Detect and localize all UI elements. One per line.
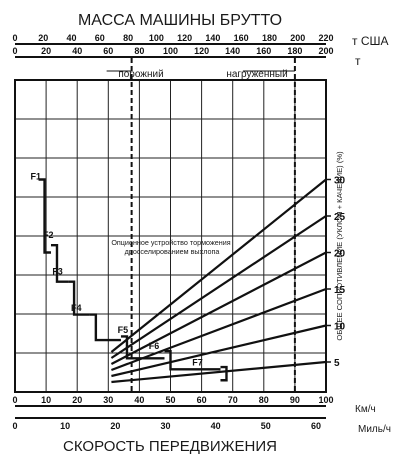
gear-label-f2: F2 [43, 230, 54, 240]
bottom-tick-kmh: 70 [228, 395, 238, 405]
top-tick-metric: 200 [318, 46, 333, 56]
top-axes: 0 20 40 60 80 100 120 140 160 180 200 220 0 20 40 60 80 1… [12, 33, 334, 58]
bottom-tick-kmh: 80 [259, 395, 269, 405]
top-tick-us: 60 [95, 33, 105, 43]
bottom-tick-kmh: 60 [197, 395, 207, 405]
top-tick-us: 140 [205, 33, 220, 43]
bottom-tick-mph: 30 [160, 421, 170, 431]
top-tick-metric: 140 [225, 46, 240, 56]
gear-label-f5: F5 [118, 325, 129, 335]
bottom-tick-kmh: 40 [134, 395, 144, 405]
loaded-label: нагруженный [226, 69, 287, 80]
gear-label-f4: F4 [71, 303, 82, 313]
bottom-tick-mph: 0 [12, 421, 17, 431]
top-tick-us: 20 [38, 33, 48, 43]
right-axis-label: ОБЩЕЕ СОПРОТИВЛЕНИЕ (УКЛОН + КАЧЕНИЕ) (%… [335, 151, 344, 341]
top-tick-metric: 80 [134, 46, 144, 56]
bottom-tick-kmh: 10 [41, 395, 51, 405]
right-axis-label: 25 [334, 212, 346, 223]
top-tick-metric: 180 [287, 46, 302, 56]
top-tick-us: 200 [290, 33, 305, 43]
top-tick-us: 0 [12, 33, 17, 43]
gear-step-f1 [38, 178, 51, 254]
empty-label: порожний [118, 69, 163, 80]
gear-label-f3: F3 [52, 266, 63, 276]
grade-line-25 [110, 215, 327, 359]
gear-step-f4 [89, 313, 121, 342]
top-tick-metric: 160 [256, 46, 271, 56]
bottom-tick-kmh: 20 [72, 395, 82, 405]
gear-step-f2 [50, 244, 69, 283]
gear-step-f6 [164, 349, 221, 371]
bottom-tick-mph: 50 [261, 421, 271, 431]
top-tick-metric: 0 [12, 46, 17, 56]
gear-label-f6: F6 [149, 341, 160, 351]
top-tick-metric: 60 [103, 46, 113, 56]
plot-frame [14, 79, 327, 393]
top-tick-metric: 20 [41, 46, 51, 56]
top-tick-us: 100 [149, 33, 164, 43]
bottom-tick-mph: 60 [311, 421, 321, 431]
top-unit-us-tons: т США [352, 34, 389, 48]
grade-line-15 [111, 287, 327, 372]
bottom-tick-mph: 10 [60, 421, 70, 431]
gear-label-f1: F1 [31, 172, 42, 182]
annotation: Опционное устройство торможения дроссели… [111, 238, 232, 256]
right-axis-label: 5 [334, 358, 340, 369]
chart-title: МАССА МАШИНЫ БРУТТО [78, 12, 282, 29]
top-tick-us: 120 [177, 33, 192, 43]
bottom-tick-mph: 40 [211, 421, 221, 431]
top-tick-metric: 100 [163, 46, 178, 56]
top-tick-us: 80 [123, 33, 133, 43]
right-axis-label: 10 [334, 322, 346, 333]
gear-step-f7 [220, 365, 228, 382]
gear-step-f5 [120, 335, 165, 360]
bottom-axes: 0 10 20 30 40 50 60 70 80 90 100 0 10 20 30 40 50 60 [12, 395, 333, 431]
grade-line-10 [111, 324, 327, 378]
bottom-tick-kmh: 0 [12, 395, 17, 405]
bottom-unit-mph: Миль/ч [358, 424, 391, 435]
grade-line-5 [111, 360, 327, 384]
top-tick-us: 180 [262, 33, 277, 43]
top-tick-us: 40 [67, 33, 77, 43]
x-axis-label: СКОРОСТЬ ПЕРЕДВИЖЕНИЯ [63, 438, 277, 455]
right-axis-label: 15 [334, 285, 346, 296]
top-tick-metric: 40 [72, 46, 82, 56]
grade-line-30 [110, 178, 327, 353]
top-tick-us: 220 [318, 33, 333, 43]
top-tick-us: 160 [234, 33, 249, 43]
bottom-tick-kmh: 50 [165, 395, 175, 405]
top-tick-metric: 120 [194, 46, 209, 56]
top-unit-metric-tons: т [355, 54, 361, 68]
bottom-tick-kmh: 30 [103, 395, 113, 405]
right-axis-label: 20 [334, 249, 346, 260]
grade-line-20 [110, 251, 327, 365]
bottom-tick-kmh: 90 [290, 395, 300, 405]
bottom-unit-kmh: Км/ч [355, 404, 376, 415]
gear-step-f3 [68, 280, 90, 316]
bottom-tick-mph: 20 [110, 421, 120, 431]
right-axis-label: 30 [334, 176, 346, 187]
gear-label-f7: F7 [192, 358, 203, 368]
plot-area: F1 F2 F3 F4 F5 F6 F7 5 10 15 20 25 30 [14, 58, 346, 393]
bottom-tick-kmh: 100 [318, 395, 333, 405]
